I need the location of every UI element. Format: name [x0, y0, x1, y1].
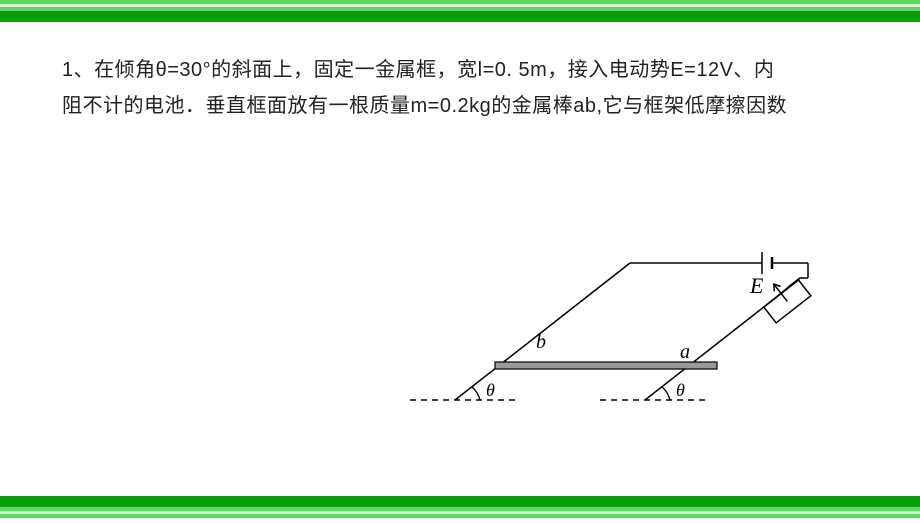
bar-stripe	[0, 514, 920, 518]
problem-line-2: 阻不计的电池．垂直框面放有一根质量m=0.2kg的金属棒ab,它与框架低摩擦因数	[62, 88, 862, 124]
angle-arc-left	[472, 387, 480, 400]
rail-right	[645, 310, 760, 400]
bar-top-svg	[0, 0, 920, 22]
bar-bottom-svg	[0, 496, 920, 518]
rod-ab	[495, 362, 717, 369]
decorative-bar-bottom	[0, 496, 920, 518]
angle-arc-right	[662, 387, 670, 400]
problem-line-1: 1、在倾角θ=30°的斜面上，固定一金属框，宽l=0. 5m，接入电动势E=12…	[62, 52, 862, 88]
bar-stripe	[0, 0, 920, 4]
diagram-svg: E b a θ θ	[400, 230, 840, 430]
rail-left	[455, 310, 570, 400]
label-a: a	[680, 341, 690, 363]
bar-stripe	[0, 4, 920, 7]
bar-stripe	[0, 511, 920, 514]
label-theta-right: θ	[676, 380, 685, 400]
bar-stripe	[0, 7, 920, 11]
slide-page: 1、在倾角θ=30°的斜面上，固定一金属框，宽l=0. 5m，接入电动势E=12…	[0, 0, 920, 518]
frame-top-left	[570, 263, 630, 310]
label-b: b	[536, 331, 546, 353]
bar-stripe	[0, 11, 920, 22]
rod-body	[495, 362, 717, 369]
problem-content: 1、在倾角θ=30°的斜面上，固定一金属框，宽l=0. 5m，接入电动势E=12…	[62, 52, 862, 124]
physics-diagram: E b a θ θ	[400, 230, 840, 430]
label-E: E	[749, 273, 764, 298]
label-theta-left: θ	[486, 380, 495, 400]
decorative-bar-top	[0, 0, 920, 22]
bar-stripe	[0, 496, 920, 507]
rheostat-box	[764, 280, 811, 323]
bar-stripe	[0, 507, 920, 511]
